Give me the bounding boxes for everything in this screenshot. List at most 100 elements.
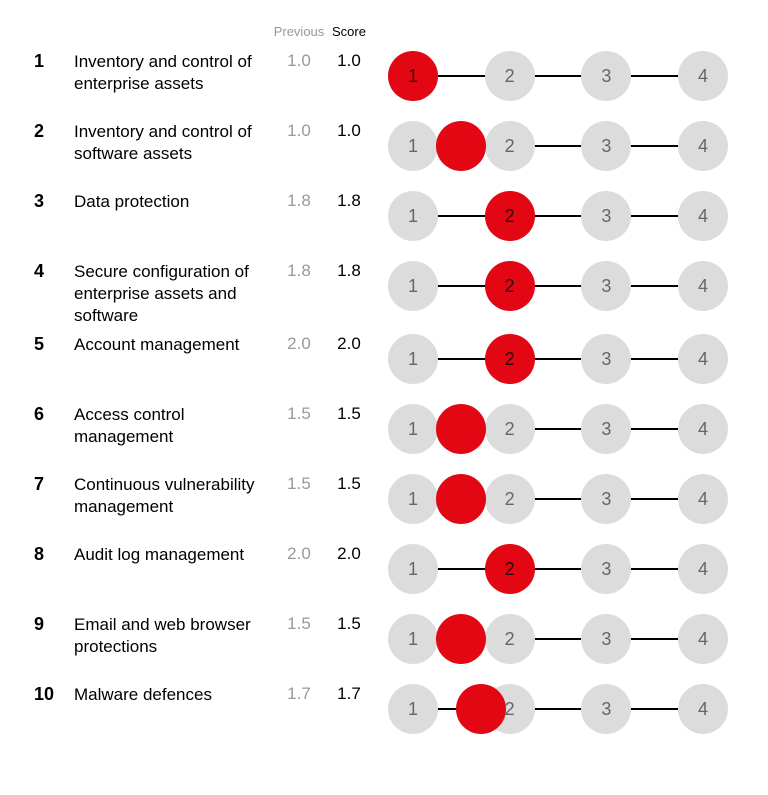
row-label: Malware defences (74, 682, 272, 706)
row-score: 1.7 (326, 682, 372, 704)
scale-tick: 4 (678, 544, 728, 594)
row-score: 1.5 (326, 612, 372, 634)
scale-tick: 4 (678, 334, 728, 384)
table-row: 2Inventory and control of software asset… (34, 113, 734, 183)
row-rank: 2 (34, 119, 74, 142)
scale-tick: 3 (581, 191, 631, 241)
scale-track: 12341 (388, 51, 728, 101)
row-score: 1.8 (326, 189, 372, 211)
scale-tick: 3 (581, 121, 631, 171)
scale-tick: 4 (678, 474, 728, 524)
column-headers: Previous Score (34, 24, 734, 39)
scale-tick: 4 (678, 51, 728, 101)
row-rank: 4 (34, 259, 74, 282)
row-label: Inventory and control of software assets (74, 119, 272, 165)
row-label: Audit log management (74, 542, 272, 566)
scale-track: 1234 (388, 474, 728, 524)
row-label: Account management (74, 332, 272, 356)
table-row: 6Access control management1.51.51234 (34, 396, 734, 466)
row-score: 2.0 (326, 542, 372, 564)
scale-marker: 1 (388, 51, 438, 101)
row-scale: 1234 (372, 402, 734, 454)
scale-track: 1234 (388, 684, 728, 734)
row-rank: 3 (34, 189, 74, 212)
scale-tick: 1 (388, 121, 438, 171)
scale-tick: 1 (388, 684, 438, 734)
scale-tick: 4 (678, 261, 728, 311)
scale-tick: 1 (388, 404, 438, 454)
table-row: 1Inventory and control of enterprise ass… (34, 43, 734, 113)
row-label: Data protection (74, 189, 272, 213)
row-score: 1.0 (326, 119, 372, 141)
scale-marker: 2 (485, 544, 535, 594)
scale-tick: 1 (388, 261, 438, 311)
scale-tick: 4 (678, 404, 728, 454)
row-scale: 12342 (372, 189, 734, 241)
row-score: 2.0 (326, 332, 372, 354)
table-row: 7Continuous vulnerability management1.51… (34, 466, 734, 536)
table-row: 4Secure configuration of enterprise asse… (34, 253, 734, 326)
row-rank: 5 (34, 332, 74, 355)
row-scale: 1234 (372, 612, 734, 664)
scale-tick: 2 (485, 51, 535, 101)
scale-marker (436, 121, 486, 171)
scale-marker: 2 (485, 261, 535, 311)
row-previous: 2.0 (272, 332, 326, 354)
row-previous: 1.8 (272, 259, 326, 281)
row-score: 1.8 (326, 259, 372, 281)
table-row: 3Data protection1.81.812342 (34, 183, 734, 253)
scale-tick: 1 (388, 334, 438, 384)
scale-tick: 1 (388, 191, 438, 241)
row-label: Email and web browser protections (74, 612, 272, 658)
scale-tick: 1 (388, 544, 438, 594)
row-scale: 12341 (372, 49, 734, 101)
scale-tick: 3 (581, 474, 631, 524)
table-row: 8Audit log management2.02.012342 (34, 536, 734, 606)
table-row: 5Account management2.02.012342 (34, 326, 734, 396)
row-score: 1.5 (326, 402, 372, 424)
scale-marker (436, 404, 486, 454)
scale-tick: 3 (581, 404, 631, 454)
row-rank: 9 (34, 612, 74, 635)
scale-track: 1234 (388, 614, 728, 664)
scale-track: 12342 (388, 191, 728, 241)
row-scale: 12342 (372, 259, 734, 311)
row-label: Continuous vulnerability management (74, 472, 272, 518)
scale-tick: 2 (485, 614, 535, 664)
scale-tick: 3 (581, 544, 631, 594)
scale-tick: 4 (678, 684, 728, 734)
scale-track: 12342 (388, 544, 728, 594)
row-score: 1.0 (326, 49, 372, 71)
table-row: 9Email and web browser protections1.51.5… (34, 606, 734, 676)
scale-tick: 1 (388, 614, 438, 664)
scale-marker (436, 474, 486, 524)
scale-tick: 2 (485, 121, 535, 171)
row-scale: 12342 (372, 542, 734, 594)
row-rank: 7 (34, 472, 74, 495)
row-scale: 1234 (372, 682, 734, 734)
row-rank: 8 (34, 542, 74, 565)
row-score: 1.5 (326, 472, 372, 494)
scale-tick: 2 (485, 474, 535, 524)
rows-container: 1Inventory and control of enterprise ass… (34, 43, 734, 746)
scale-tick: 4 (678, 614, 728, 664)
row-rank: 6 (34, 402, 74, 425)
scale-tick: 4 (678, 121, 728, 171)
scale-tick: 3 (581, 334, 631, 384)
row-previous: 1.8 (272, 189, 326, 211)
scale-tick: 3 (581, 51, 631, 101)
row-previous: 1.5 (272, 402, 326, 424)
scale-tick: 1 (388, 474, 438, 524)
scale-tick: 3 (581, 684, 631, 734)
row-scale: 12342 (372, 332, 734, 384)
table-row: 10Malware defences1.71.71234 (34, 676, 734, 746)
scale-tick: 4 (678, 191, 728, 241)
row-scale: 1234 (372, 119, 734, 171)
scale-track: 1234 (388, 404, 728, 454)
scale-marker: 2 (485, 334, 535, 384)
row-scale: 1234 (372, 472, 734, 524)
scale-marker (456, 684, 506, 734)
row-previous: 1.5 (272, 472, 326, 494)
score-table: Previous Score 1Inventory and control of… (0, 0, 768, 770)
row-previous: 1.0 (272, 119, 326, 141)
